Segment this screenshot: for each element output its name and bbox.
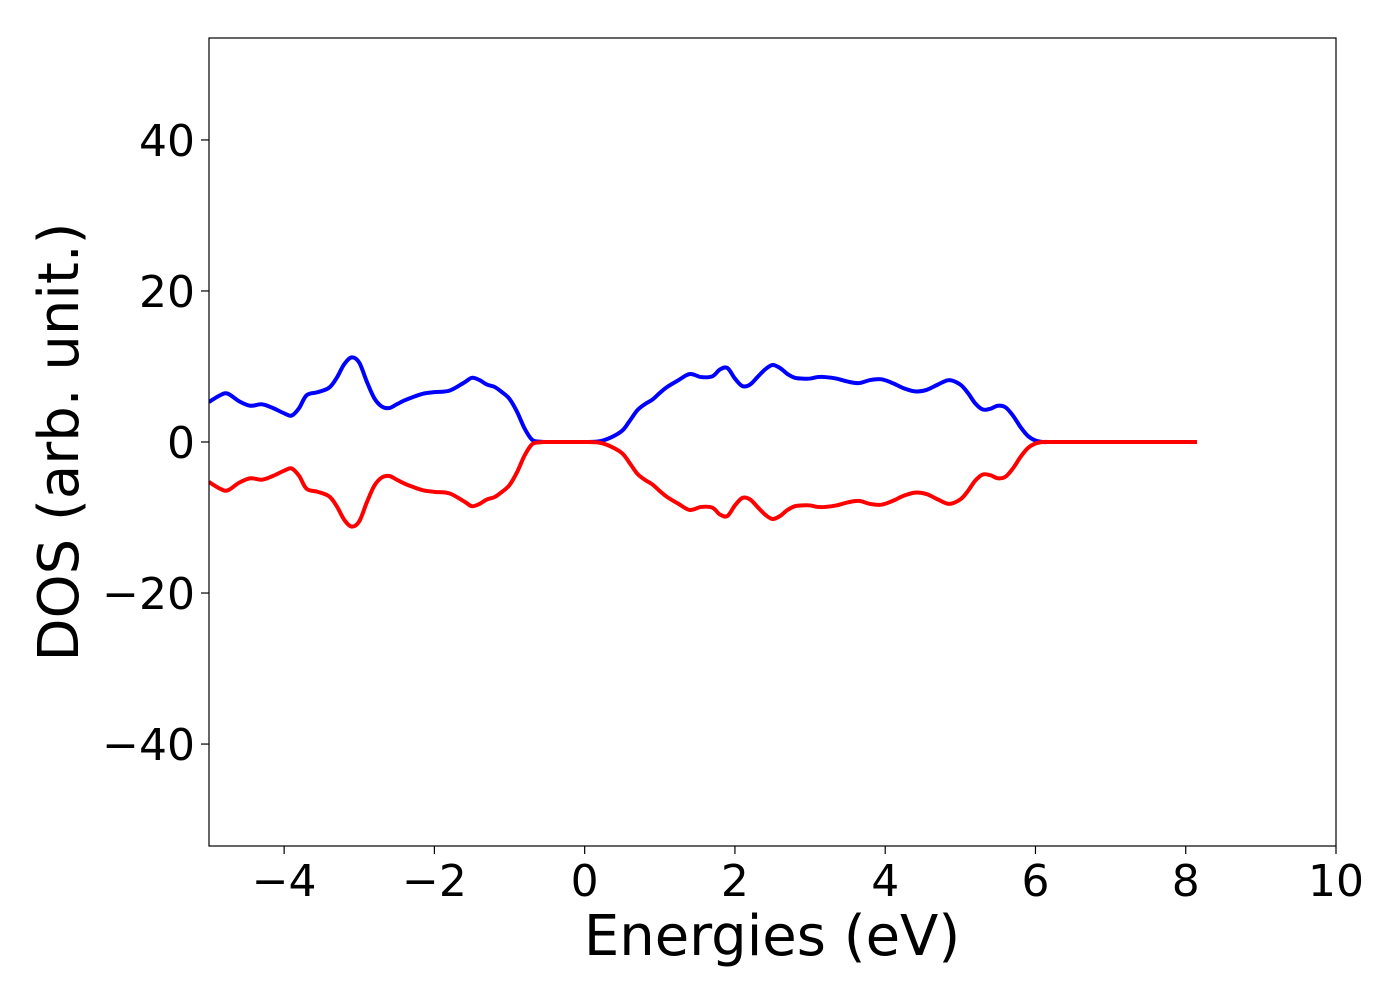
y-tick-label: 40 — [139, 116, 195, 167]
y-tick-label: −20 — [102, 569, 195, 620]
x-tick-label: −4 — [252, 856, 317, 907]
x-tick-label: 4 — [871, 856, 899, 907]
y-axis-label: DOS (arb. unit.) — [27, 222, 92, 661]
x-tick-label: 2 — [721, 856, 749, 907]
x-axis-ticks: −4 −2 0 2 4 6 8 10 — [252, 846, 1364, 907]
y-tick-label: 0 — [167, 418, 195, 469]
x-tick-label: 8 — [1172, 856, 1200, 907]
x-tick-label: 0 — [571, 856, 599, 907]
x-tick-label: 10 — [1308, 856, 1364, 907]
series-layer — [209, 355, 1197, 529]
x-axis-label: Energies (eV) — [584, 904, 960, 969]
dos-line-red — [209, 439, 1197, 529]
x-tick-label: 6 — [1021, 856, 1049, 907]
x-tick-label: −2 — [402, 856, 467, 907]
y-tick-label: 20 — [139, 267, 195, 318]
y-axis-ticks: −40 −20 0 20 40 — [102, 116, 209, 771]
y-tick-label: −40 — [102, 720, 195, 771]
dos-line-blue — [209, 355, 1197, 445]
